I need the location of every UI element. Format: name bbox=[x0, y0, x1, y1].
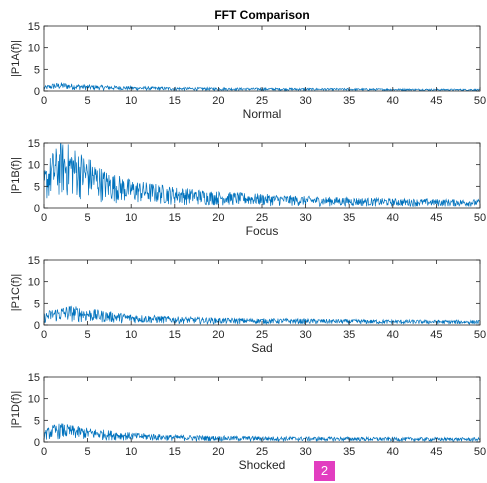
x-tick-label: 5 bbox=[85, 329, 91, 341]
x-tick-label: 0 bbox=[41, 329, 47, 341]
x-tick-label: 5 bbox=[85, 212, 91, 224]
subplot-2: 0 5 10 15 20 25 30 35 40 45 50 0 5 10 15 Focus |P1B(f)| bbox=[10, 138, 486, 238]
x-tick-label: 15 bbox=[169, 95, 181, 107]
x-tick-label: 5 bbox=[85, 95, 91, 107]
x-tick-label: 35 bbox=[343, 212, 355, 224]
x-tick-label: 30 bbox=[299, 329, 311, 341]
x-tick-label: 10 bbox=[125, 329, 137, 341]
x-tick-label: 20 bbox=[212, 95, 224, 107]
x-axis-label: Shocked bbox=[239, 458, 286, 472]
chart-title: FFT Comparison bbox=[214, 8, 309, 22]
x-tick-label: 45 bbox=[430, 329, 442, 341]
y-axis-label: |P1D(f)| bbox=[10, 391, 22, 429]
y-tick-label: 0 bbox=[34, 86, 40, 98]
spectrum-line-3 bbox=[43, 305, 481, 326]
x-tick-label: 30 bbox=[299, 95, 311, 107]
y-tick-label: 0 bbox=[34, 437, 40, 449]
x-tick-label: 20 bbox=[212, 212, 224, 224]
x-tick-label: 5 bbox=[85, 446, 91, 458]
x-tick-label: 15 bbox=[169, 446, 181, 458]
x-tick-label: 35 bbox=[343, 329, 355, 341]
x-tick-label: 20 bbox=[212, 329, 224, 341]
x-tick-label: 50 bbox=[474, 329, 486, 341]
subplot-1: 0 5 10 15 20 25 30 35 40 45 50 0 5 10 15 Normal |P1A(f)|… bbox=[10, 8, 486, 121]
y-axis-label: |P1B(f)| bbox=[10, 157, 22, 194]
x-tick-label: 50 bbox=[474, 212, 486, 224]
y-tick-label: 10 bbox=[28, 43, 40, 55]
subplot-3: 0 5 10 15 20 25 30 35 40 45 50 0 5 10 15 Sad |P1C(f)| bbox=[10, 255, 486, 355]
y-axis-label: |P1A(f)| bbox=[10, 40, 22, 77]
x-tick-label: 10 bbox=[125, 446, 137, 458]
x-tick-label: 50 bbox=[474, 446, 486, 458]
spectrum-line-2 bbox=[43, 143, 481, 207]
y-axis-label: |P1C(f)| bbox=[10, 274, 22, 312]
subplot-4: 0 5 10 15 20 25 30 35 40 45 50 0 5 10 15 Shocked |P1D(f)… bbox=[10, 372, 486, 472]
y-tick-label: 0 bbox=[34, 203, 40, 215]
y-tick-label: 10 bbox=[28, 394, 40, 406]
x-tick-label: 10 bbox=[125, 212, 137, 224]
x-tick-label: 25 bbox=[256, 95, 268, 107]
x-tick-label: 45 bbox=[430, 95, 442, 107]
y-tick-label: 5 bbox=[34, 181, 40, 193]
spectrum-line-4 bbox=[43, 423, 481, 443]
y-tick-label: 15 bbox=[28, 372, 40, 384]
x-tick-label: 30 bbox=[299, 446, 311, 458]
x-tick-label: 45 bbox=[430, 446, 442, 458]
x-tick-label: 0 bbox=[41, 95, 47, 107]
x-tick-label: 40 bbox=[387, 446, 399, 458]
y-tick-label: 10 bbox=[28, 160, 40, 172]
page-badge: 2 bbox=[314, 461, 335, 481]
x-tick-label: 15 bbox=[169, 212, 181, 224]
y-tick-label: 15 bbox=[28, 255, 40, 267]
axes-box-1 bbox=[43, 25, 481, 92]
x-tick-label: 25 bbox=[256, 446, 268, 458]
x-axis-label: Focus bbox=[246, 224, 279, 238]
x-tick-label: 15 bbox=[169, 329, 181, 341]
x-tick-label: 35 bbox=[343, 446, 355, 458]
x-tick-label: 50 bbox=[474, 95, 486, 107]
y-tick-label: 15 bbox=[28, 138, 40, 150]
x-tick-label: 30 bbox=[299, 212, 311, 224]
axes-box-4 bbox=[43, 376, 481, 443]
x-tick-label: 35 bbox=[343, 95, 355, 107]
y-tick-label: 5 bbox=[34, 298, 40, 310]
x-tick-label: 20 bbox=[212, 446, 224, 458]
x-tick-label: 40 bbox=[387, 95, 399, 107]
x-tick-label: 40 bbox=[387, 212, 399, 224]
x-axis-label: Normal bbox=[243, 107, 282, 121]
x-axis-label: Sad bbox=[251, 341, 272, 355]
y-tick-label: 5 bbox=[34, 64, 40, 76]
x-tick-label: 40 bbox=[387, 329, 399, 341]
x-tick-label: 45 bbox=[430, 212, 442, 224]
y-tick-label: 10 bbox=[28, 277, 40, 289]
x-tick-label: 0 bbox=[41, 212, 47, 224]
y-tick-label: 0 bbox=[34, 320, 40, 332]
y-tick-label: 5 bbox=[34, 415, 40, 427]
x-tick-label: 25 bbox=[256, 212, 268, 224]
y-tick-label: 15 bbox=[28, 21, 40, 33]
x-tick-label: 10 bbox=[125, 95, 137, 107]
x-tick-label: 0 bbox=[41, 446, 47, 458]
x-tick-label: 25 bbox=[256, 329, 268, 341]
